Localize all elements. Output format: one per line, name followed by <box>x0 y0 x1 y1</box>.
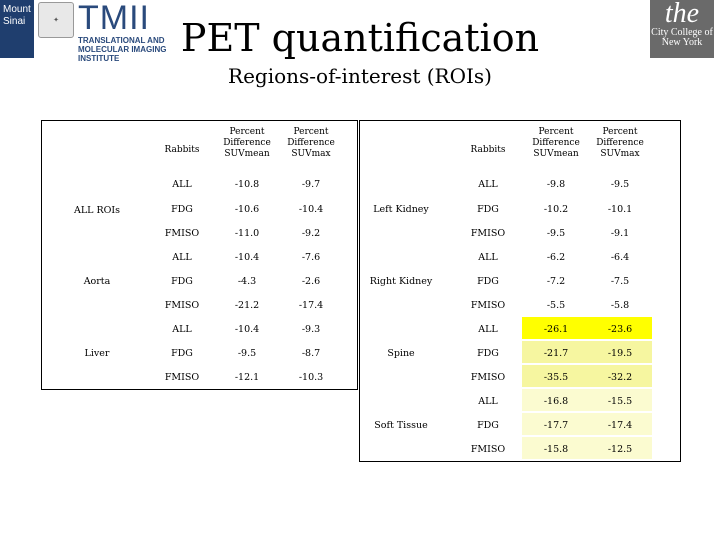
table-cell: -10.3 <box>298 372 324 383</box>
table-cell: -10.4 <box>298 204 324 215</box>
highlight-soft-fmiso <box>522 437 652 459</box>
table-cell: FDG <box>477 420 499 431</box>
table-cell: FMISO <box>470 444 506 455</box>
table-cell: FMISO <box>164 228 200 239</box>
table-cell: ALL <box>172 324 192 335</box>
table-cell: FMISO <box>470 300 506 311</box>
table-cell: -9.3 <box>301 324 321 335</box>
table-cell: ALL <box>478 396 498 407</box>
table-cell: -15.8 <box>543 444 569 455</box>
table-cell: -17.4 <box>607 420 633 431</box>
tmii-logo-text: TMII <box>78 0 150 37</box>
table-cell: -9.2 <box>301 228 321 239</box>
table-cell: -7.5 <box>610 276 630 287</box>
table-cell: -17.4 <box>298 300 324 311</box>
table-cell: -9.5 <box>610 179 630 190</box>
right-header-suvmean: Percent Difference SUVmean <box>532 127 580 159</box>
table-cell: FMISO <box>164 300 200 311</box>
table-cell: FDG <box>171 348 193 359</box>
table-cell: FDG <box>171 204 193 215</box>
table-cell: -9.1 <box>610 228 630 239</box>
table-cell: FDG <box>477 348 499 359</box>
table-cell: -15.5 <box>607 396 633 407</box>
left-table: Rabbits Percent Difference SUVmean Perce… <box>41 120 358 390</box>
table-cell: -7.2 <box>546 276 566 287</box>
highlight-spine-fdg <box>522 341 652 363</box>
table-cell: -23.6 <box>607 324 633 335</box>
page-subtitle: Regions-of-interest (ROIs) <box>228 64 492 88</box>
table-cell: -11.0 <box>234 228 260 239</box>
table-cell: -10.1 <box>607 204 633 215</box>
page-title: PET quantification <box>180 16 540 60</box>
table-cell: ALL <box>478 252 498 263</box>
highlight-soft-fdg <box>522 413 652 435</box>
right-table: Rabbits Percent Difference SUVmean Perce… <box>359 120 681 462</box>
table-cell: ALL <box>172 252 192 263</box>
ccny-logo: the City College of New York <box>650 0 714 58</box>
highlight-spine-fmiso <box>522 365 652 387</box>
seal-logo: ✦ <box>38 2 74 38</box>
table-cell: -2.6 <box>301 276 321 287</box>
table-cell: -9.5 <box>546 228 566 239</box>
table-cell: ALL <box>478 324 498 335</box>
table-cell: FDG <box>171 276 193 287</box>
right-group-label: Soft Tissue <box>374 420 428 431</box>
table-cell: -6.2 <box>546 252 566 263</box>
table-cell: -12.5 <box>607 444 633 455</box>
table-cell: -10.8 <box>234 179 260 190</box>
ccny-logo-the: the <box>664 0 700 29</box>
highlight-spine-all <box>522 317 652 339</box>
table-cell: -26.1 <box>543 324 569 335</box>
table-cell: -12.1 <box>234 372 260 383</box>
mount-sinai-logo-text: Mount Sinai <box>3 4 31 27</box>
table-cell: -35.5 <box>543 372 569 383</box>
table-cell: -21.2 <box>234 300 260 311</box>
table-cell: -6.4 <box>610 252 630 263</box>
table-cell: -10.4 <box>234 324 260 335</box>
right-group-label: Spine <box>387 348 415 359</box>
table-cell: -19.5 <box>607 348 633 359</box>
highlight-soft-all <box>522 389 652 411</box>
table-cell: FDG <box>477 204 499 215</box>
table-cell: -21.7 <box>543 348 569 359</box>
right-header-rabbits: Rabbits <box>470 145 506 155</box>
table-cell: FMISO <box>470 228 506 239</box>
table-cell: -8.7 <box>301 348 321 359</box>
left-header-suvmean: Percent Difference SUVmean <box>223 127 271 159</box>
table-cell: -10.4 <box>234 252 260 263</box>
right-group-label: Right Kidney <box>369 276 433 287</box>
table-cell: -10.6 <box>234 204 260 215</box>
left-header-rabbits: Rabbits <box>164 145 200 155</box>
left-group-label: Liver <box>84 348 110 359</box>
table-cell: -10.2 <box>543 204 569 215</box>
table-cell: -9.8 <box>546 179 566 190</box>
mount-sinai-logo: Mount Sinai <box>0 0 34 58</box>
table-cell: -32.2 <box>607 372 633 383</box>
table-cell: -16.8 <box>543 396 569 407</box>
ccny-logo-name: City College of New York <box>651 27 713 48</box>
table-cell: FMISO <box>470 372 506 383</box>
table-cell: FDG <box>477 276 499 287</box>
table-cell: FMISO <box>164 372 200 383</box>
table-cell: -5.8 <box>610 300 630 311</box>
table-cell: ALL <box>478 179 498 190</box>
right-group-label: Left Kidney <box>373 204 429 215</box>
tmii-logo-subtitle: TRANSLATIONAL AND MOLECULAR IMAGING INST… <box>78 36 167 63</box>
left-header-suvmax: Percent Difference SUVmax <box>287 127 335 159</box>
table-cell: -17.7 <box>543 420 569 431</box>
table-cell: -9.5 <box>237 348 257 359</box>
table-cell: -4.3 <box>237 276 257 287</box>
table-cell: -9.7 <box>301 179 321 190</box>
right-header-suvmax: Percent Difference SUVmax <box>596 127 644 159</box>
tmii-logo: TMII TRANSLATIONAL AND MOLECULAR IMAGING… <box>78 0 174 63</box>
table-cell: ALL <box>172 179 192 190</box>
left-group-label: Aorta <box>83 276 111 287</box>
table-cell: -7.6 <box>301 252 321 263</box>
left-group-label: ALL ROIs <box>73 205 121 216</box>
table-cell: -5.5 <box>546 300 566 311</box>
